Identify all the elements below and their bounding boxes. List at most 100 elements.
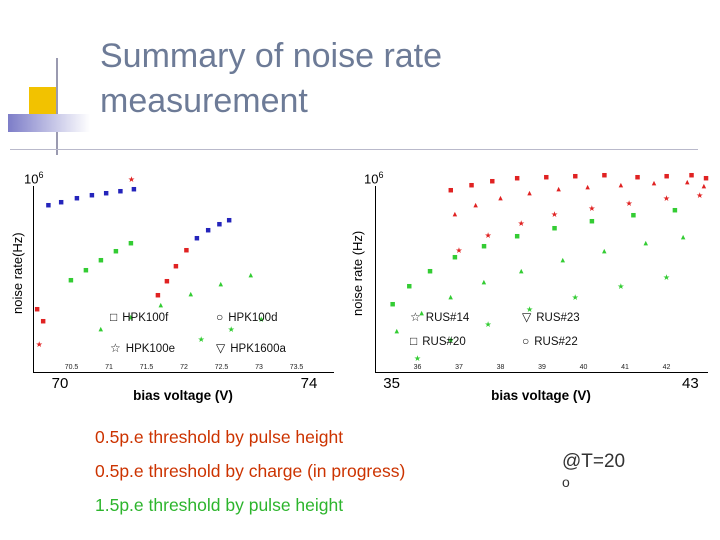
data-point-star: ★ bbox=[571, 292, 579, 302]
data-point-triangle: ▴ bbox=[527, 188, 532, 199]
data-point-star: ★ bbox=[35, 340, 43, 350]
right-chart-panel: 106 noise rate (Hz) ▪ ▪ ▪ ▪ ▪ ▪ ▪ ▪ ▪ ▪ ▪ ▴ ▴ ▴ ▴ ▴ ▴ ▴ ▴ ▴… bbox=[350, 160, 716, 410]
data-point-square: ▪ bbox=[389, 299, 396, 310]
data-point-square: ▪ bbox=[225, 215, 233, 226]
legend-marker-icon: □ bbox=[410, 334, 418, 348]
x-axis-label: bias voltage (V) bbox=[133, 388, 233, 403]
data-point-square: ▪ bbox=[634, 172, 641, 183]
decor-yellow-square bbox=[29, 87, 56, 114]
x-axis-label: bias voltage (V) bbox=[491, 388, 591, 403]
legend-item: ▽ RUS#23 bbox=[522, 310, 580, 324]
data-point-square: ▪ bbox=[73, 193, 80, 204]
data-point-triangle: ▴ bbox=[643, 238, 649, 249]
data-point-star: ★ bbox=[413, 353, 422, 363]
data-point-square: ▪ bbox=[183, 245, 190, 256]
data-point-square: ▪ bbox=[451, 252, 458, 263]
data-point-star: ★ bbox=[517, 219, 525, 229]
x-minor-tick: 41 bbox=[621, 364, 629, 371]
data-point-square: ▪ bbox=[489, 176, 496, 187]
slide-title: Summary of noise rate measurement bbox=[100, 34, 690, 124]
x-major-ticks: 35 43 bbox=[375, 373, 707, 393]
data-point-square: ▪ bbox=[468, 180, 475, 191]
x-minor-tick: 73 bbox=[255, 364, 263, 371]
data-point-star: ★ bbox=[696, 190, 704, 200]
data-point-square: ▪ bbox=[688, 170, 695, 181]
data-point-square: ▪ bbox=[88, 190, 95, 201]
slide-title-line2: measurement bbox=[100, 81, 308, 120]
data-point-square: ▪ bbox=[663, 171, 670, 182]
legend-item: □ HPK100f bbox=[110, 310, 216, 324]
slide-title-line1: Summary of noise rate bbox=[100, 37, 443, 75]
data-point-triangle: ▴ bbox=[188, 289, 194, 300]
data-point-square: ▪ bbox=[426, 266, 433, 277]
data-point-square: ▪ bbox=[102, 188, 110, 199]
data-point-triangle: ▴ bbox=[481, 277, 487, 288]
data-point-triangle: ▴ bbox=[618, 180, 624, 191]
legend-label: RUS#20 bbox=[422, 336, 466, 348]
data-point-triangle: ▴ bbox=[394, 326, 400, 337]
legend-marker-icon: ▽ bbox=[216, 341, 226, 355]
data-point-square: ▪ bbox=[163, 276, 170, 287]
data-point-star: ★ bbox=[550, 210, 559, 220]
legend-marker-icon: ☆ bbox=[110, 341, 121, 355]
data-point-square: ▪ bbox=[447, 185, 454, 196]
temperature-degree-symbol: o bbox=[562, 473, 570, 490]
x-major-tick: 35 bbox=[383, 375, 400, 392]
data-point-triangle: ▴ bbox=[498, 193, 503, 204]
x-minor-tick: 70.5 bbox=[64, 364, 79, 371]
data-point-star: ★ bbox=[227, 324, 235, 334]
data-point-star: ★ bbox=[257, 315, 265, 325]
legend-item: ☆ RUS#14 bbox=[410, 310, 522, 324]
data-point-star: ★ bbox=[447, 335, 455, 345]
data-point-square: ▪ bbox=[127, 238, 134, 249]
data-point-square: ▪ bbox=[671, 205, 678, 216]
data-point-star: ★ bbox=[588, 204, 596, 214]
data-point-star: ★ bbox=[455, 246, 463, 256]
data-point-square: ▪ bbox=[204, 225, 212, 236]
x-minor-tick: 72.5 bbox=[214, 364, 229, 371]
data-point-triangle: ▴ bbox=[452, 209, 458, 220]
y-axis-label: noise rate (Hz) bbox=[350, 230, 365, 317]
threshold-note-3: 1.5p.e threshold by pulse height bbox=[95, 495, 344, 515]
x-major-ticks: 70 74 bbox=[33, 373, 333, 393]
x-major-tick: 70 bbox=[51, 375, 69, 392]
data-point-star: ★ bbox=[617, 281, 625, 291]
data-point-star: ★ bbox=[662, 272, 671, 282]
data-point-triangle: ▴ bbox=[158, 300, 164, 311]
y-axis-top-tick: 106 bbox=[24, 170, 44, 187]
data-point-square: ▪ bbox=[67, 275, 74, 286]
decor-vertical-line bbox=[56, 58, 58, 155]
data-point-square: ▪ bbox=[480, 241, 487, 252]
data-point-triangle: ▴ bbox=[473, 200, 478, 211]
y-axis-top-tick: 106 bbox=[364, 170, 384, 187]
legend-label: HPK100f bbox=[122, 312, 169, 324]
legend-marker-icon: ○ bbox=[522, 334, 530, 348]
legend-label: RUS#22 bbox=[534, 336, 578, 348]
left-chart-panel: 106 noise rate(Hz) ▪ ▪ ▪ ▪ ▪ ▪ ▪ ▪ ▪ ▪ ▪ ★ ▪ ▪ ▪ ▪ ▪ ▪ ★ ▪ ▪… bbox=[10, 160, 346, 410]
x-minor-tick: 38 bbox=[496, 364, 505, 371]
decor-horizontal-rule bbox=[10, 149, 698, 150]
legend-item: ○ RUS#22 bbox=[522, 334, 580, 348]
y-axis-label: noise rate(Hz) bbox=[10, 232, 25, 315]
data-point-square: ▪ bbox=[172, 261, 179, 272]
data-point-star: ★ bbox=[197, 334, 205, 344]
data-point-square: ▪ bbox=[45, 200, 52, 211]
data-point-triangle: ▴ bbox=[684, 177, 690, 188]
data-point-square: ▪ bbox=[193, 233, 200, 244]
legend-label: RUS#23 bbox=[536, 312, 580, 324]
legend-label: RUS#14 bbox=[425, 312, 470, 324]
data-point-triangle: ▴ bbox=[651, 178, 657, 189]
threshold-note-2: 0.5p.e threshold by charge (in progress) bbox=[95, 461, 406, 481]
data-point-triangle: ▴ bbox=[218, 279, 224, 290]
legend-marker-icon: ▽ bbox=[522, 310, 532, 324]
data-point-triangle: ▴ bbox=[419, 308, 424, 319]
data-point-star: ★ bbox=[525, 305, 534, 315]
legend-marker-icon: ○ bbox=[216, 310, 224, 324]
data-point-square: ▪ bbox=[601, 170, 608, 181]
right-plot-area: ▪ ▪ ▪ ▪ ▪ ▪ ▪ ▪ ▪ ▪ ▪ ▴ ▴ ▴ ▴ ▴ ▴ ▴ ▴ ▴ ▴ ★ ★ ★ ★ ★ ★ ★ ★ ▪ ▪ ▪ ▪ ▪ ▪ ▪ ▪ ▪ ▪ ▴… bbox=[375, 171, 709, 373]
x-major-tick: 74 bbox=[300, 375, 318, 392]
data-point-triangle: ▴ bbox=[556, 184, 561, 195]
data-point-star: ★ bbox=[625, 198, 633, 208]
x-major-tick: 43 bbox=[682, 375, 699, 392]
